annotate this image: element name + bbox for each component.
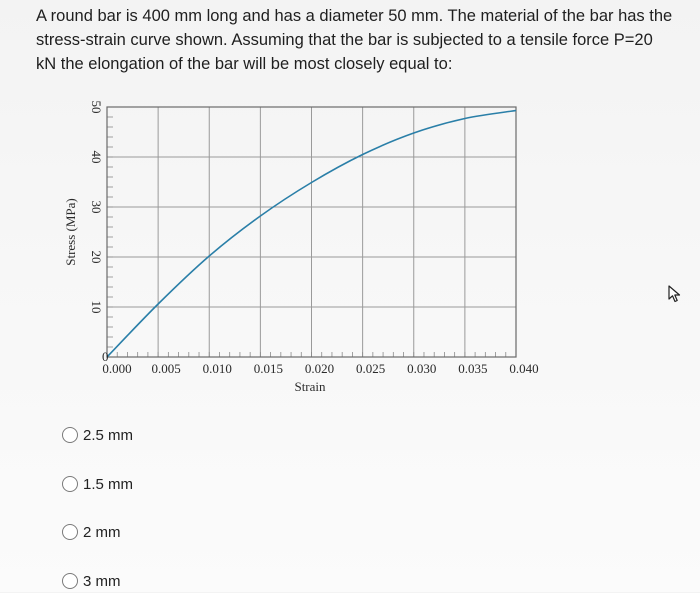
x-tick-label: 0.005 <box>152 361 181 376</box>
chart-tick-labels: 0.000 0.005 0.010 0.015 0.020 0.025 0.030 0.035… <box>89 101 539 377</box>
plot-frame <box>106 106 517 358</box>
x-tick-label: 0.010 <box>203 361 232 376</box>
radio-button-icon[interactable] <box>62 573 78 589</box>
x-tick-label: 0.000 <box>102 361 131 376</box>
y-axis-label: Stress (MPa) <box>63 198 78 266</box>
option-label: 3 mm <box>83 572 121 590</box>
x-tick-label: 0.035 <box>458 361 487 376</box>
radio-button-icon[interactable] <box>62 427 78 443</box>
chart-grid <box>106 106 517 358</box>
question-text: A round bar is 400 mm long and has a dia… <box>36 7 673 73</box>
y-tick-label: 50 <box>89 101 104 114</box>
stress-strain-curve <box>106 109 517 358</box>
x-tick-label: 0.015 <box>254 361 283 376</box>
chart-series <box>106 109 517 358</box>
x-tick-label: 0.025 <box>356 361 385 376</box>
option-label: 2 mm <box>83 523 121 541</box>
option-label: 1.5 mm <box>83 475 134 493</box>
y-tick-label: 0 <box>102 349 109 364</box>
option-label: 2.5 mm <box>83 426 134 444</box>
x-tick-label: 0.020 <box>305 361 334 376</box>
radio-button-icon[interactable] <box>62 524 78 540</box>
y-tick-label: 20 <box>89 251 104 264</box>
option-3[interactable]: 2 mm <box>62 520 121 544</box>
y-tick-label: 40 <box>89 151 104 164</box>
option-2[interactable]: 1.5 mm <box>62 472 133 496</box>
y-tick-label: 30 <box>89 201 104 214</box>
option-4[interactable]: 3 mm <box>62 569 121 593</box>
x-tick-label: 0.040 <box>509 361 538 376</box>
y-tick-label: 10 <box>89 301 104 314</box>
mouse-pointer-icon <box>668 285 681 303</box>
option-1[interactable]: 2.5 mm <box>62 423 133 447</box>
chart-frame <box>106 106 517 358</box>
x-axis-label: Strain <box>294 379 326 394</box>
x-tick-label: 0.030 <box>407 361 436 376</box>
radio-button-icon[interactable] <box>62 476 78 492</box>
